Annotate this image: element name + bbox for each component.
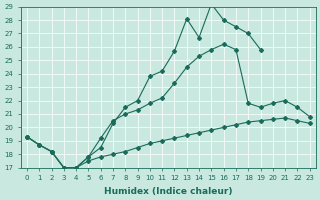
X-axis label: Humidex (Indice chaleur): Humidex (Indice chaleur) <box>104 187 233 196</box>
